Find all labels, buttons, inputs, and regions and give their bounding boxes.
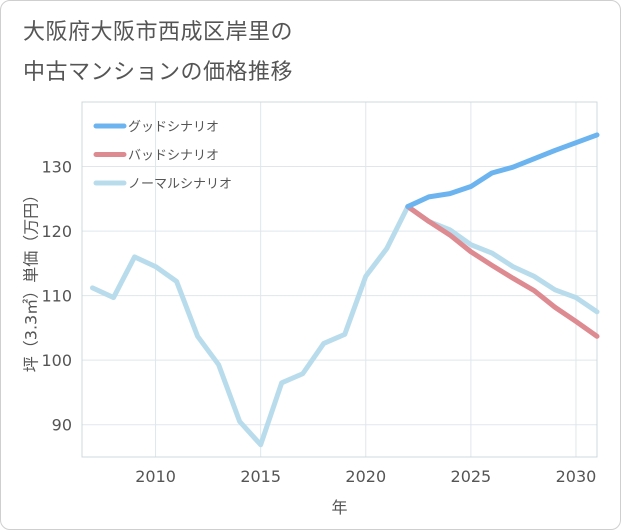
series-line-2 — [90, 204, 600, 448]
x-axis-ticks: 2010 2015 2020 2025 2030 — [135, 467, 596, 486]
y-tick-label: 130 — [41, 158, 72, 177]
x-tick-label: 2010 — [135, 467, 176, 486]
legend-label-0: グッドシナリオ — [128, 120, 219, 135]
x-axis-label: 年 — [331, 498, 347, 517]
legend-label-2: ノーマルシナリオ — [128, 177, 232, 192]
series-layer — [90, 132, 600, 448]
legend-label-1: バッドシナリオ — [128, 149, 219, 164]
chart-title-line-1: 大阪府大阪市西成区岸里の — [23, 20, 294, 45]
y-axis-label: 坪（3.3㎡）単価（万円） — [22, 187, 41, 372]
x-tick-label: 2015 — [240, 467, 281, 486]
series-line-0 — [405, 132, 600, 210]
plot-area — [81, 101, 598, 458]
chart-title-line-2: 中古マンションの価格推移 — [23, 60, 294, 85]
y-tick-label: 120 — [41, 222, 72, 241]
x-tick-label: 2025 — [451, 467, 492, 486]
y-tick-label: 110 — [41, 287, 72, 306]
x-tick-label: 2030 — [556, 467, 597, 486]
chart-title: 大阪府大阪市西成区岸里の 中古マンションの価格推移 — [23, 13, 293, 93]
y-tick-label: 100 — [41, 351, 72, 370]
x-tick-label: 2020 — [345, 467, 386, 486]
y-tick-label: 90 — [52, 416, 72, 435]
y-axis-ticks: 90 100 110 120 130 — [41, 158, 72, 435]
series-line-1 — [405, 204, 600, 339]
